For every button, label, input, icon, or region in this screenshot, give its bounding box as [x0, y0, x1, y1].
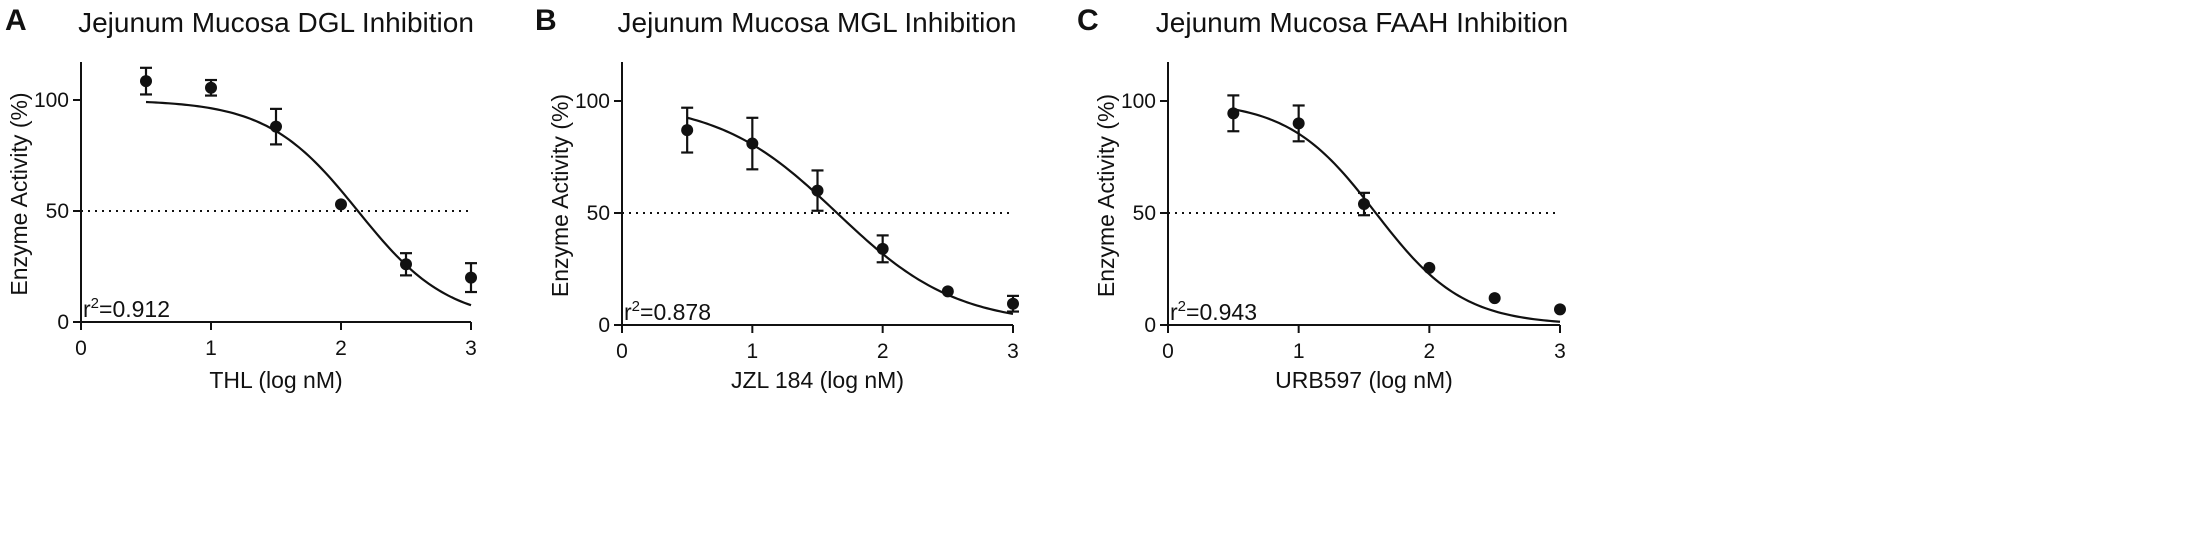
x-tick-label: 2 — [1423, 340, 1435, 363]
chart-title: Jejunum Mucosa MGL Inhibition — [618, 7, 1017, 38]
chart-panel-a: A Jejunum Mucosa DGL Inhibition 0 50 100 0 1 2 3… — [5, 4, 477, 393]
data-point — [941, 285, 954, 298]
data-point — [1423, 261, 1436, 274]
r-squared-value: =0.878 — [640, 299, 711, 325]
y-axis-label: Enzyme Activity (%) — [547, 94, 573, 297]
x-tick-label: 1 — [746, 340, 758, 363]
x-tick-label: 2 — [335, 337, 347, 360]
r-squared-value: =0.943 — [1186, 299, 1257, 325]
r-squared-superscript: 2 — [1178, 298, 1186, 315]
x-axis-label: URB597 (log nM) — [1275, 367, 1453, 393]
r-squared-value: =0.912 — [99, 296, 170, 322]
chart-panel-b: B Jejunum Mucosa MGL Inhibition 0 50 100 0 1 2 3… — [535, 4, 1019, 393]
data-point — [811, 184, 824, 197]
data-point — [746, 137, 759, 150]
x-tick-label: 0 — [616, 340, 628, 363]
r-squared-superscript: 2 — [91, 295, 99, 312]
panel-letter: C — [1077, 4, 1099, 37]
data-point — [1488, 292, 1501, 305]
data-point — [1227, 107, 1240, 120]
y-tick-label: 50 — [46, 200, 69, 223]
x-tick-label: 2 — [877, 340, 889, 363]
r-squared-prefix: r — [1170, 299, 1178, 325]
r-squared-label: r2=0.878 — [624, 298, 711, 325]
data-point — [681, 124, 694, 137]
x-axis-label: JZL 184 (log nM) — [731, 367, 904, 393]
r-squared-label: r2=0.943 — [1170, 298, 1257, 325]
y-tick-label: 100 — [34, 89, 69, 112]
y-axis-label: Enzyme Activity (%) — [1093, 94, 1119, 297]
y-tick-label: 50 — [1133, 202, 1156, 225]
r-squared-prefix: r — [83, 296, 91, 322]
x-tick-label: 1 — [205, 337, 217, 360]
r-squared-label: r2=0.912 — [83, 295, 170, 322]
fit-curve — [686, 116, 1014, 315]
data-point — [1554, 303, 1566, 316]
chart-panel-c: C Jejunum Mucosa FAAH Inhibition 0 50 100 0 1 2… — [1077, 4, 1568, 393]
data-point — [140, 75, 152, 88]
x-tick-label: 3 — [1007, 340, 1019, 363]
x-tick-label: 3 — [1554, 340, 1566, 363]
data-point — [1292, 117, 1305, 130]
data-point — [270, 120, 282, 133]
x-tick-label: 0 — [1162, 340, 1174, 363]
x-tick-label: 0 — [75, 337, 87, 360]
x-axis-label: THL (log nM) — [209, 367, 342, 393]
data-point — [400, 258, 412, 271]
data-point — [205, 81, 217, 94]
x-tick-label: 1 — [1293, 340, 1305, 363]
y-tick-label: 0 — [57, 311, 69, 334]
r-squared-superscript: 2 — [632, 298, 640, 315]
data-point — [876, 242, 889, 255]
y-tick-label: 0 — [1144, 314, 1156, 337]
y-axis-label: Enzyme Activity (%) — [6, 92, 32, 295]
fit-curve — [145, 100, 472, 307]
y-tick-label: 0 — [598, 314, 610, 337]
data-point — [465, 271, 477, 284]
y-tick-label: 100 — [575, 90, 610, 113]
data-point — [1007, 297, 1019, 310]
chart-title: Jejunum Mucosa FAAH Inhibition — [1156, 7, 1568, 38]
data-point — [1358, 198, 1370, 211]
x-tick-label: 3 — [465, 337, 477, 360]
panel-letter: B — [535, 4, 557, 37]
fit-curve — [1233, 108, 1561, 323]
y-tick-label: 50 — [587, 202, 610, 225]
panel-letter: A — [5, 4, 27, 37]
data-point — [335, 198, 347, 211]
chart-title: Jejunum Mucosa DGL Inhibition — [78, 7, 474, 38]
y-tick-label: 100 — [1121, 90, 1156, 113]
r-squared-prefix: r — [624, 299, 632, 325]
